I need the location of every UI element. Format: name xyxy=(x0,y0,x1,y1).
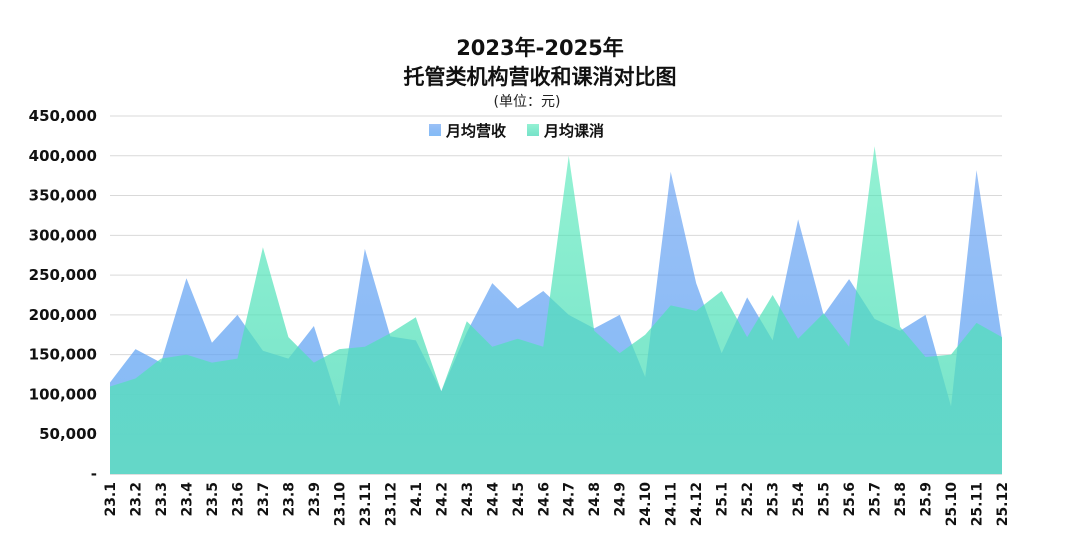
y-tick-label: 400,000 xyxy=(29,147,97,165)
x-tick-label: 25.10 xyxy=(944,482,960,527)
x-tick-label: 24.3 xyxy=(460,482,476,517)
legend: 月均营收 月均课消 xyxy=(429,122,604,140)
x-tick-label: 25.3 xyxy=(766,482,782,517)
y-tick-label: 250,000 xyxy=(29,266,97,284)
y-tick-label: 350,000 xyxy=(29,187,97,205)
x-tick-label: 25.1 xyxy=(715,482,731,517)
chart-unit: (单位：元) xyxy=(494,94,561,110)
x-tick-label: 24.2 xyxy=(434,482,450,517)
x-tick-label: 23.12 xyxy=(383,482,399,526)
legend-swatch-consumption xyxy=(527,124,539,136)
legend-swatch-revenue xyxy=(429,124,441,136)
x-tick-label: 24.12 xyxy=(689,482,705,526)
x-tick-label: 23.9 xyxy=(307,482,323,517)
x-tick-label: 25.6 xyxy=(842,482,858,517)
x-tick-label: 24.5 xyxy=(511,482,527,517)
chart-title-line2: 托管类机构营收和课消对比图 xyxy=(404,65,677,89)
x-tick-label: 23.11 xyxy=(358,482,374,526)
x-tick-label: 25.7 xyxy=(868,482,884,517)
series-area-consumption xyxy=(110,146,1002,475)
y-tick-label: 100,000 xyxy=(29,385,97,403)
x-tick-label: 25.4 xyxy=(791,482,807,517)
x-tick-label: 24.11 xyxy=(664,482,680,526)
x-tick-label: 23.7 xyxy=(256,482,272,517)
y-axis: - 50,000 100,000 150,000 200,000 250,000 300,0… xyxy=(29,107,97,483)
x-tick-label: 23.5 xyxy=(205,482,221,517)
y-tick-label: 150,000 xyxy=(29,346,97,364)
y-tick-label: - xyxy=(91,465,97,483)
x-axis: 23.1 23.2 23.3 23.4 23.5 23.6 23.7 23.8 23.9 23.1… xyxy=(103,482,1011,527)
y-tick-label: 450,000 xyxy=(29,107,97,125)
y-tick-label: 300,000 xyxy=(29,226,97,244)
y-tick-label: 200,000 xyxy=(29,306,97,324)
x-tick-label: 25.5 xyxy=(817,482,833,517)
x-tick-label: 23.8 xyxy=(281,482,297,517)
x-tick-label: 25.2 xyxy=(740,482,756,517)
chart-title-line1: 2023年-2025年 xyxy=(456,36,624,60)
x-tick-label: 24.10 xyxy=(638,482,654,527)
y-tick-label: 50,000 xyxy=(39,425,97,443)
x-tick-label: 23.3 xyxy=(154,482,170,517)
x-tick-label: 25.11 xyxy=(970,482,986,526)
x-tick-label: 24.4 xyxy=(485,482,501,517)
x-tick-label: 25.8 xyxy=(893,482,909,517)
legend-label-revenue: 月均营收 xyxy=(445,122,506,140)
x-tick-label: 23.4 xyxy=(179,482,195,517)
x-tick-label: 24.9 xyxy=(613,482,629,517)
x-tick-label: 23.10 xyxy=(332,482,348,527)
x-tick-label: 25.9 xyxy=(919,482,935,517)
x-tick-label: 23.2 xyxy=(128,482,144,517)
x-tick-label: 23.1 xyxy=(103,482,119,517)
plot-area xyxy=(110,146,1002,475)
x-tick-label: 24.8 xyxy=(587,482,603,517)
x-tick-label: 25.12 xyxy=(995,482,1011,526)
x-tick-label: 24.1 xyxy=(409,482,425,517)
x-tick-label: 23.6 xyxy=(230,482,246,517)
x-tick-label: 24.7 xyxy=(562,482,578,517)
legend-label-consumption: 月均课消 xyxy=(543,122,604,140)
x-tick-label: 24.6 xyxy=(536,482,552,517)
